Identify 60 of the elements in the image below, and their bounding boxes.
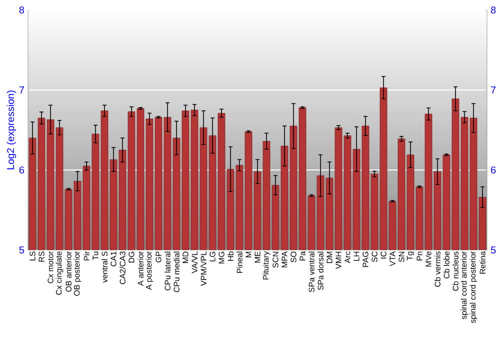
x-tick-label: SN (398, 252, 404, 262)
x-tick-label: MPA (282, 251, 288, 268)
x-tick-label: CA1 (110, 252, 116, 266)
x-tick-label: VA/VL (192, 251, 198, 274)
x-tick-label: Tu (92, 252, 98, 260)
x-tick-label: A anterior (138, 251, 144, 286)
x-tick-label: Tg (406, 252, 414, 260)
x-tick-label: OB anterior (66, 251, 72, 292)
x-tick-label: VMH (336, 252, 342, 269)
x-tick-label: Cx cingulate (56, 252, 64, 295)
x-tick-label: SPa ventral (308, 252, 314, 292)
x-tick-label: Pineal (236, 252, 242, 273)
x-tick-label: SCN (272, 252, 278, 268)
x-tick-label: Cx motor (48, 251, 54, 284)
x-tick-label: LG (210, 252, 216, 262)
x-tick-label: DG (128, 252, 134, 263)
x-tick-label: RS (38, 252, 44, 262)
x-tick-label: M (246, 252, 252, 258)
x-tick-label: LS (30, 252, 36, 260)
x-tick-label: SPa dorsal (318, 252, 324, 290)
x-tick-label: spinal cord posterior (470, 251, 478, 323)
x-tick-label: ventral S (102, 252, 108, 283)
x-tick-label: ME (254, 252, 260, 263)
y2-tick-label: 6 (491, 166, 496, 174)
x-tick-label: SO (290, 252, 296, 262)
y-axis-title: Log2 (expression) (6, 90, 16, 170)
x-tick-label: A posterior (146, 251, 154, 290)
x-tick-label: Cb vermis (434, 251, 440, 287)
x-tick-label: Cb nucleus (452, 251, 458, 291)
x-tick-label: MVe (426, 252, 432, 267)
y-tick-label: 6 (19, 166, 24, 174)
y2-tick-label: 7 (491, 86, 496, 94)
x-tick-label: OB posterior (74, 251, 82, 296)
x-tick-label: Pa (300, 251, 306, 260)
x-tick-label: MD (182, 252, 188, 263)
y2-tick-label: 5 (490, 246, 496, 254)
y2-tick-label: 8 (490, 6, 496, 14)
x-tick-label: Cb lobe (444, 252, 450, 278)
x-tick-label: spinal cord anterior (460, 251, 468, 319)
x-tick-label: VPM/VPL (200, 251, 206, 286)
x-tick-label: CPu medial (174, 252, 180, 292)
x-tick-label: CPu lateral (164, 252, 170, 290)
x-tick-label: Pir (84, 251, 90, 260)
x-tick-label: Arc (344, 251, 350, 264)
x-tick-label: SC (372, 251, 378, 262)
x-tick-label: DM (326, 252, 332, 263)
y-tick-label: 8 (19, 6, 24, 14)
y-tick-label: 7 (19, 86, 24, 94)
x-tick-label: LH (354, 252, 360, 261)
y-tick-label: 5 (19, 246, 24, 254)
x-tick-label: Hb (228, 252, 234, 261)
x-tick-label: CA2/CA3 (120, 252, 126, 284)
x-tick-label: IC (380, 251, 386, 258)
x-tick-label: Pituitary (262, 251, 270, 280)
x-tick-label: VTA (390, 251, 396, 266)
x-tick-label: GP (156, 252, 162, 262)
x-tick-label: Pn (416, 252, 422, 260)
x-tick-label: MG (218, 252, 224, 264)
x-tick-label: Retina (480, 251, 486, 274)
x-tick-label: PAG (362, 252, 368, 267)
